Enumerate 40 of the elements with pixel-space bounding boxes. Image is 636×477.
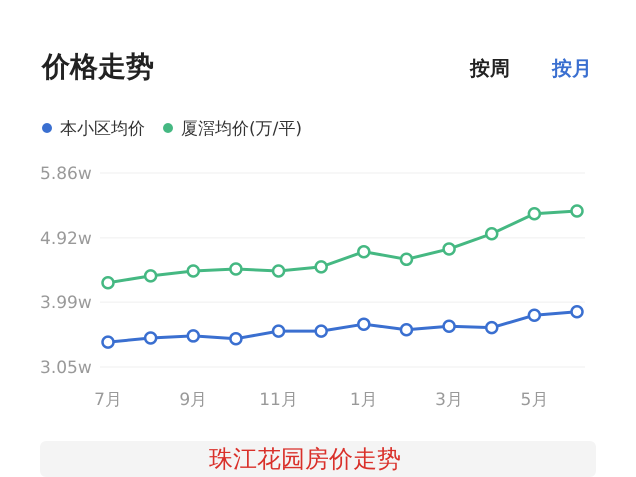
point [272, 324, 286, 338]
x-tick-label: 9月 [179, 390, 208, 410]
point [144, 331, 158, 345]
y-tick-label: 3.99w [40, 293, 92, 314]
point [357, 317, 371, 331]
point [400, 322, 414, 336]
point [442, 320, 456, 334]
point [484, 227, 498, 241]
x-tick-label: 7月 [94, 390, 122, 410]
point [528, 308, 542, 322]
point [272, 264, 286, 278]
point [400, 252, 414, 266]
point [442, 242, 456, 256]
x-tick-label: 3月 [435, 390, 464, 410]
point [229, 332, 243, 346]
point [186, 264, 200, 278]
point [570, 204, 584, 218]
text: 按周 [469, 56, 510, 80]
point [314, 260, 328, 274]
legend-label: 厦滘均价(万/平) [181, 119, 302, 139]
point [357, 244, 371, 258]
x-tick-label: 11月 [259, 390, 298, 410]
chart-title: 价格走势 [41, 50, 154, 83]
x-tick-label: 1月 [350, 390, 378, 410]
point [144, 269, 158, 283]
point [186, 329, 200, 343]
y-tick-label: 3.05w [40, 358, 92, 378]
y-tick-label: 4.92w [40, 228, 92, 249]
text: 珠江花园房价走势 [209, 445, 401, 473]
point [101, 335, 115, 349]
text: 按月 [551, 56, 592, 80]
y-tick-label: 5.86w [40, 164, 92, 184]
x-tick-label: 5月 [520, 390, 548, 410]
point [528, 206, 542, 220]
legend-label: 本小区均价 [60, 119, 145, 139]
point [570, 305, 584, 319]
point [484, 320, 498, 334]
point [314, 324, 328, 338]
point [101, 276, 115, 290]
point [229, 262, 243, 276]
